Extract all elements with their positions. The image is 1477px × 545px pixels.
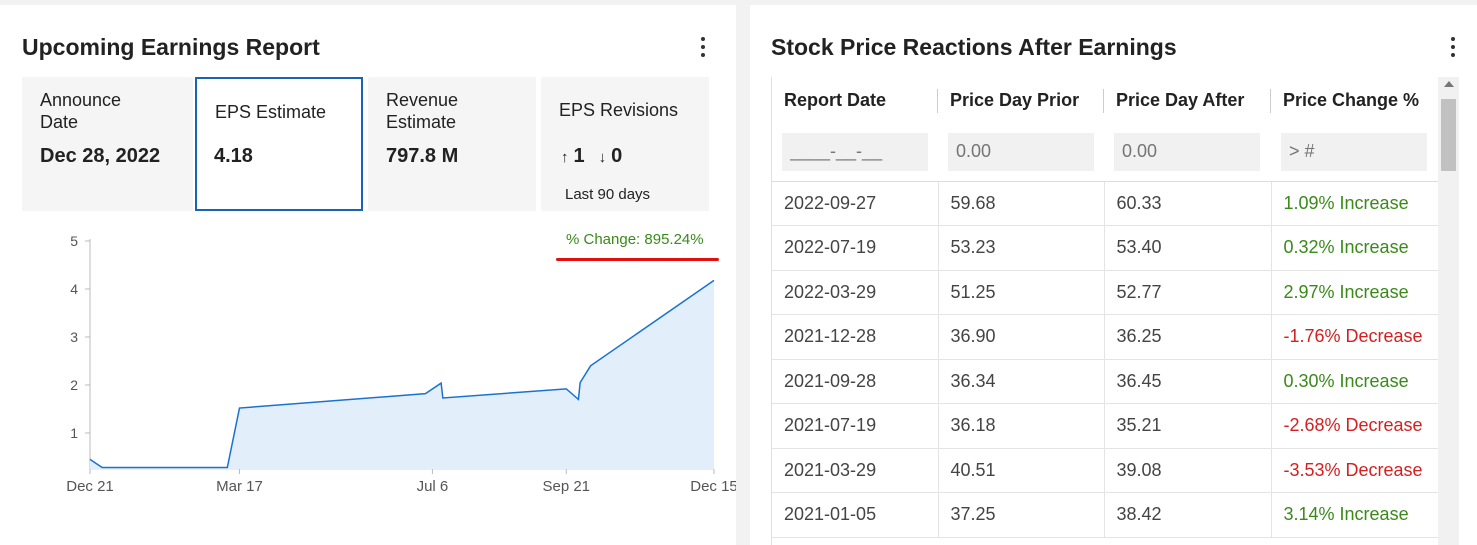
card-value: Dec 28, 2022 (40, 145, 161, 167)
revenue-estimate-card: Revenue Estimate 797.8 M (368, 77, 536, 211)
column-header-price-day-prior[interactable]: Price Day Prior (938, 77, 1104, 123)
series-line (89, 279, 715, 469)
card-label: Announce Date (40, 90, 122, 132)
series-area (90, 280, 714, 469)
announce-date-card: Announce Date Dec 28, 2022 (22, 77, 193, 211)
x-tick-label: Mar 17 (216, 478, 263, 495)
report-date-filter[interactable] (782, 132, 928, 171)
table-row[interactable]: 2022-09-27 59.68 60.33 1.09% Increase (772, 181, 1439, 226)
more-options-icon[interactable] (700, 37, 706, 57)
revisions-down: 0 (611, 145, 623, 167)
panel-title: Upcoming Earnings Report (22, 34, 320, 60)
table-row[interactable]: 2021-07-19 36.18 35.21 -2.68% Decrease (772, 403, 1439, 449)
card-value: 4.18 (214, 145, 253, 167)
percent-change-label: % Change: 895.24% (566, 231, 704, 248)
cell-price-day-after: 36.45 (1104, 359, 1272, 404)
cell-report-date: 2021-07-19 (772, 403, 939, 449)
cell-report-date: 2021-01-05 (772, 492, 939, 538)
table-row[interactable]: 2022-03-29 51.25 52.77 2.97% Increase (772, 270, 1439, 315)
cell-price-day-prior: 59.68 (938, 181, 1105, 226)
cell-price-day-prior: 37.25 (938, 492, 1105, 538)
highlight-underline (556, 258, 719, 261)
column-header-price-day-after[interactable]: Price Day After (1104, 77, 1271, 123)
card-label: EPS Revisions (559, 100, 679, 120)
vertical-scrollbar[interactable] (1438, 77, 1459, 545)
y-tick-label: 4 (70, 281, 78, 297)
cell-price-day-prior: 36.90 (938, 314, 1105, 360)
price-reactions-table: Report Date Price Day Prior Price Day Af… (771, 77, 1459, 545)
revisions-period: Last 90 days (565, 186, 651, 203)
eps-revisions-card: EPS Revisions ↑ 1 ↓ 0 Last 90 days (541, 77, 709, 211)
eps-estimate-card[interactable]: EPS Estimate 4.18 (195, 77, 363, 211)
scrollbar-thumb[interactable] (1441, 99, 1456, 171)
cell-price-change: 2.97% Increase (1271, 270, 1439, 315)
cell-report-date: 2021-03-29 (772, 448, 939, 493)
cell-price-day-after: 53.40 (1104, 225, 1272, 271)
panel-title: Stock Price Reactions After Earnings (771, 34, 1177, 60)
scroll-up-icon[interactable] (1444, 81, 1454, 87)
cell-price-day-after: 39.08 (1104, 448, 1272, 493)
cell-price-day-prior: 36.34 (938, 359, 1105, 404)
cell-price-change: 1.09% Increase (1271, 181, 1439, 226)
cell-price-day-after: 35.21 (1104, 403, 1272, 449)
table-row[interactable]: 2021-03-29 40.51 39.08 -3.53% Decrease (772, 448, 1439, 493)
price-reactions-panel: Stock Price Reactions After Earnings Rep… (750, 5, 1477, 545)
cell-price-day-after: 60.33 (1104, 181, 1272, 226)
cell-report-date: 2022-07-19 (772, 225, 939, 271)
x-tick-label: Dec 21 (66, 478, 114, 495)
arrow-up-icon: ↑ (561, 149, 569, 166)
more-options-icon[interactable] (1450, 37, 1456, 57)
eps-estimate-chart: 1 2 3 4 5 Dec 21 Mar 17 Jul 6 Sep 21 Dec 15 (66, 233, 736, 495)
filter-row (772, 123, 1439, 182)
cell-price-day-after: 52.77 (1104, 270, 1272, 315)
price-day-after-filter[interactable] (1114, 132, 1260, 171)
cell-price-change: -3.53% Decrease (1271, 448, 1439, 493)
y-tick-label: 2 (70, 377, 78, 393)
cell-price-change: -1.76% Decrease (1271, 314, 1439, 360)
x-tick-label: Sep 21 (542, 478, 590, 495)
price-change-filter[interactable] (1281, 132, 1427, 171)
cell-price-day-prior: 40.51 (938, 448, 1105, 493)
column-header-report-date[interactable]: Report Date (772, 77, 938, 123)
cell-price-change: -2.68% Decrease (1271, 403, 1439, 449)
cell-report-date: 2022-03-29 (772, 270, 939, 315)
cell-price-day-prior: 51.25 (938, 270, 1105, 315)
y-tick-label: 1 (70, 425, 78, 441)
column-header-price-change[interactable]: Price Change % (1271, 77, 1439, 123)
cell-report-date: 2022-09-27 (772, 181, 939, 226)
table-row[interactable]: 2021-09-28 36.34 36.45 0.30% Increase (772, 359, 1439, 404)
table-row[interactable]: 2022-07-19 53.23 53.40 0.32% Increase (772, 225, 1439, 271)
y-tick-label: 3 (70, 329, 78, 345)
revisions-up: 1 (573, 145, 585, 167)
revisions-counts: ↑ 1 ↓ 0 (561, 145, 622, 168)
card-value: 797.8 M (386, 145, 459, 167)
cell-price-day-prior: 53.23 (938, 225, 1105, 271)
table-row[interactable]: 2021-12-28 36.90 36.25 -1.76% Decrease (772, 314, 1439, 360)
card-label: EPS Estimate (215, 102, 327, 122)
cell-price-day-after: 36.25 (1104, 314, 1272, 360)
earnings-report-panel: Upcoming Earnings Report Announce Date D… (0, 5, 736, 545)
x-tick-label: Dec 15 (690, 478, 736, 495)
price-day-prior-filter[interactable] (948, 132, 1094, 171)
cell-report-date: 2021-12-28 (772, 314, 939, 360)
cell-price-change: 0.32% Increase (1271, 225, 1439, 271)
x-tick-label: Jul 6 (417, 478, 449, 495)
cell-price-day-after: 38.42 (1104, 492, 1272, 538)
table-row[interactable]: 2021-01-05 37.25 38.42 3.14% Increase (772, 492, 1439, 538)
cell-report-date: 2021-09-28 (772, 359, 939, 404)
table-header-row: Report Date Price Day Prior Price Day Af… (772, 77, 1439, 123)
cell-price-change: 3.14% Increase (1271, 492, 1439, 538)
y-tick-label: 5 (70, 233, 78, 249)
arrow-down-icon: ↓ (598, 149, 607, 166)
cell-price-day-prior: 36.18 (938, 403, 1105, 449)
card-label: Revenue Estimate (386, 90, 459, 132)
cell-price-change: 0.30% Increase (1271, 359, 1439, 404)
